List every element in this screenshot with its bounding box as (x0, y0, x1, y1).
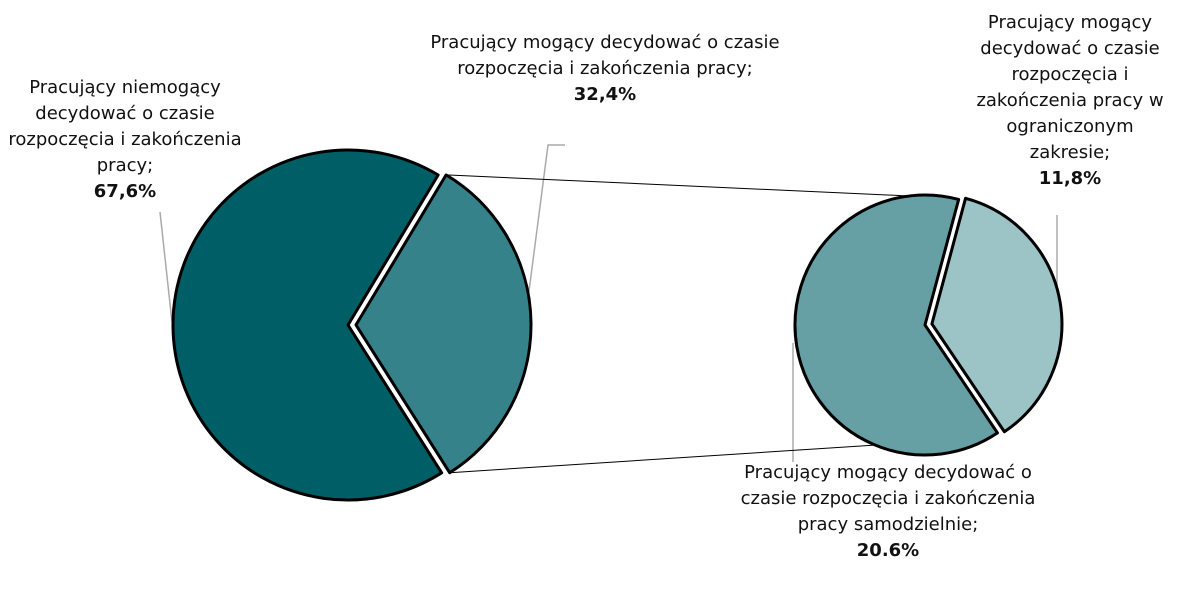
value-label: 20.6% (856, 540, 920, 561)
pie-slice (171, 148, 444, 502)
value-label: 67,6% (93, 181, 157, 202)
connector-line (446, 174, 910, 197)
slice-label: Pracujący niemogący decydować o czasie r… (5, 75, 245, 205)
value-label: 11,8% (1038, 168, 1102, 189)
leader-line (159, 211, 173, 323)
label-text: Pracujący mogący decydować o czasie rozp… (740, 462, 1036, 535)
pie-slice (930, 196, 1064, 434)
slice-label: Pracujący mogący decydować o czasie rozp… (425, 30, 785, 108)
label-text: Pracujący mogący decydować o czasie rozp… (976, 12, 1164, 163)
pie-slice (793, 193, 999, 457)
value-label: 32,4% (573, 84, 637, 105)
slice-label: Pracujący mogący decydować o czasie rozp… (965, 10, 1175, 192)
pie-slice (354, 173, 533, 475)
slice-label: Pracujący mogący decydować o czasie rozp… (718, 460, 1058, 564)
label-text: Pracujący niemogący decydować o czasie r… (8, 77, 242, 176)
leader-line (524, 144, 565, 323)
label-text: Pracujący mogący decydować o czasie rozp… (430, 32, 780, 79)
